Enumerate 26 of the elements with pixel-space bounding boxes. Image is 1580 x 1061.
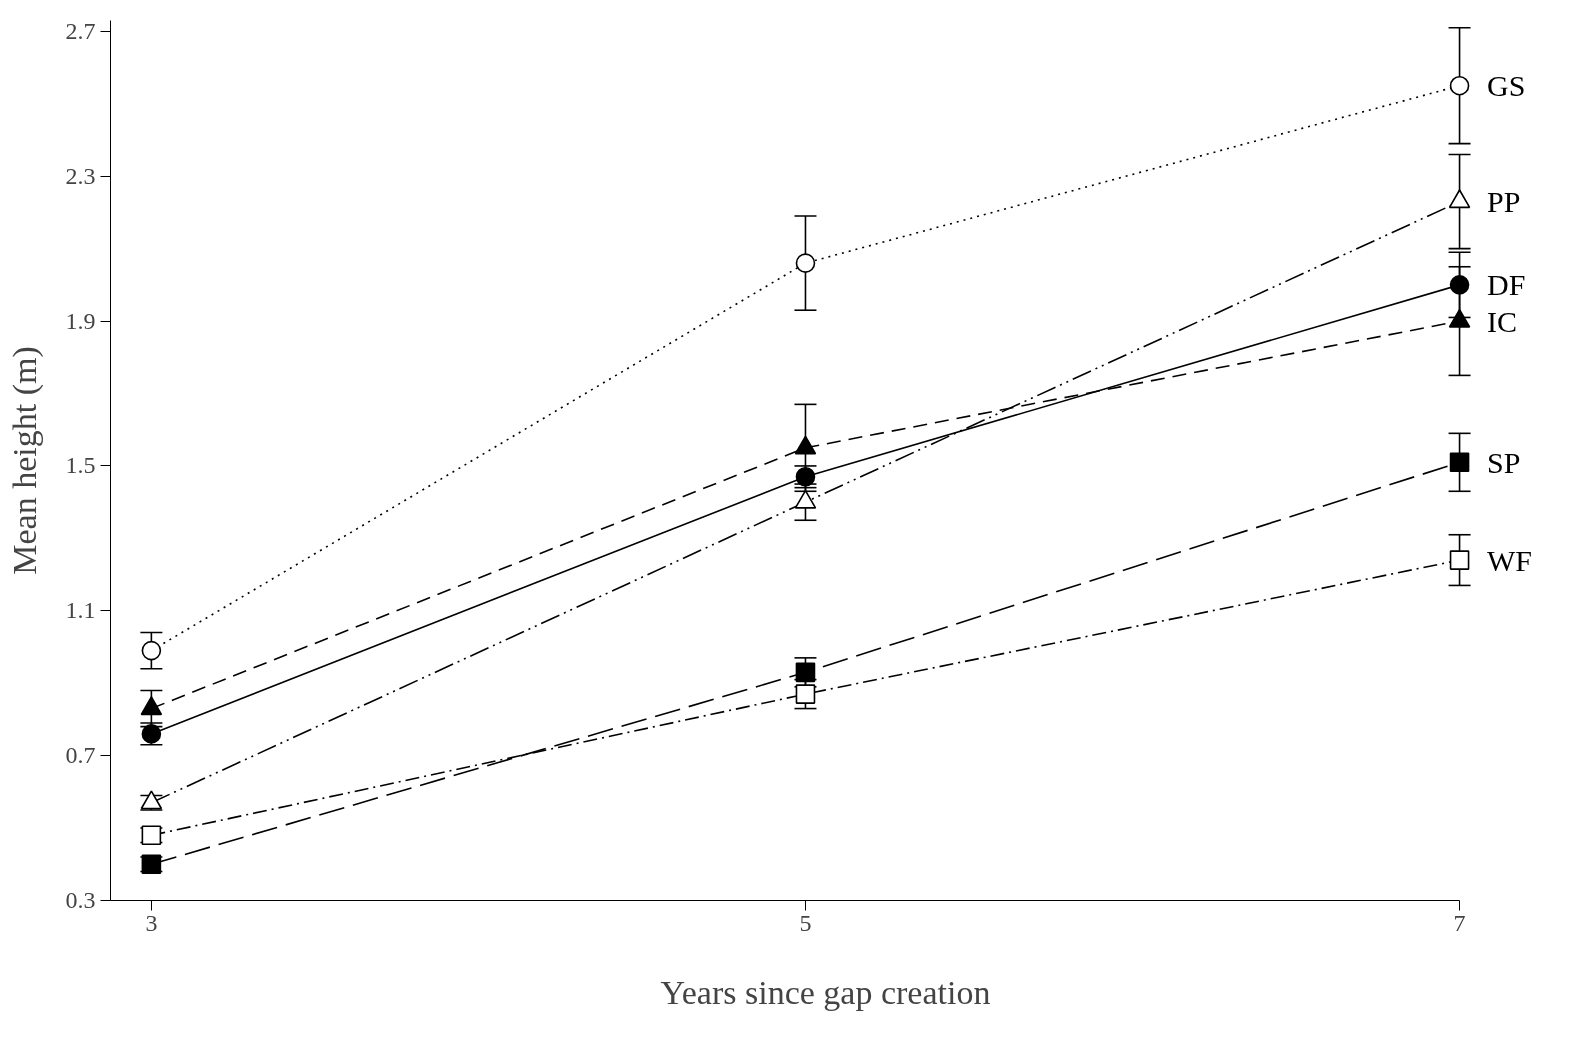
- x-tick-label: 5: [799, 909, 812, 936]
- series-label: GS: [1487, 69, 1526, 103]
- y-axis-title: Mean height (m): [5, 346, 44, 575]
- y-tick-label: 0.7: [65, 742, 96, 769]
- x-tick-label: 3: [145, 909, 158, 936]
- series-label: IC: [1487, 304, 1518, 338]
- y-tick-label: 1.5: [65, 452, 96, 479]
- point: [1449, 275, 1470, 295]
- series-label: PP: [1487, 185, 1521, 219]
- y-tick-label: 0.3: [65, 887, 96, 913]
- point: [1449, 550, 1470, 570]
- y-tick-label: 2.3: [65, 162, 96, 189]
- point: [1449, 452, 1470, 473]
- x-tick-label: 7: [1453, 909, 1466, 936]
- point: [795, 253, 816, 273]
- series-label: DF: [1487, 268, 1526, 302]
- series-label: SP: [1487, 445, 1521, 479]
- point: [1449, 75, 1470, 96]
- y-tick-label: 2.7: [65, 17, 96, 44]
- y-tick-label: 1.1: [65, 597, 96, 624]
- y-tick-label: 1.9: [65, 307, 96, 334]
- point: [795, 684, 816, 704]
- x-axis-title: Years since gap creation: [660, 973, 991, 1011]
- series-label: WF: [1487, 543, 1533, 577]
- point: [795, 662, 816, 683]
- point: [141, 640, 162, 661]
